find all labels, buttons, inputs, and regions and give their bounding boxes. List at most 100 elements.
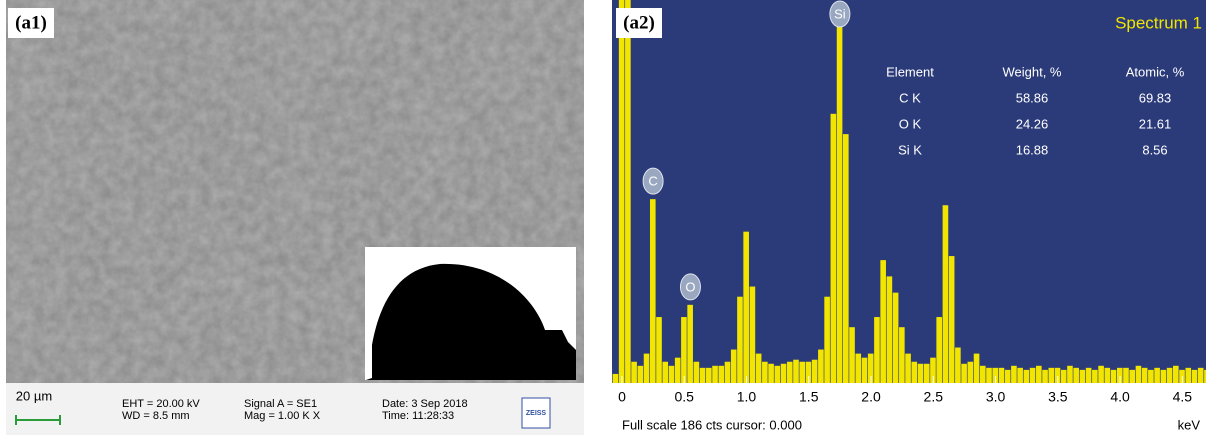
table-cell: 8.56 [1142,142,1167,157]
spectrum-bar [799,362,805,383]
table-header: Weight, % [1002,64,1061,79]
spectrum-bar [775,366,781,383]
spectrum-bar [662,362,668,383]
table-header: Atomic, % [1126,64,1185,79]
spectrum-bar [911,362,917,383]
spectrum-bar [619,0,625,383]
panel-label: (a1) [15,12,47,33]
spectrum-bar [1148,370,1154,383]
spectrum-bar [694,362,700,383]
panel-label: (a2) [623,12,655,33]
footer: Full scale 186 cts cursor: 0.000 [622,417,802,432]
spectrum-bar [750,287,756,383]
spectrum-bar [905,354,911,383]
spectrum-bar [1185,368,1191,383]
spectrum-bar [638,366,644,383]
x-tick-label: 0 [618,389,626,405]
spectrum-bar [768,364,774,383]
spectrum-bar [874,317,880,383]
spectrum-bar [675,358,681,383]
spectrum-bar [986,368,992,383]
spectrum-bar [831,114,837,383]
info-text: EHT = 20.00 kV [122,398,200,410]
spectrum-bar [669,366,675,383]
table-cell: Si K [898,142,922,157]
spectrum-bar [999,368,1005,383]
chart-title: Spectrum 1 [1115,13,1202,32]
spectrum-bar [681,317,687,383]
spectrum-bar [731,350,737,383]
plot-background [612,0,1206,383]
spectrum-bar [837,10,843,383]
spectrum-bar [1017,368,1023,383]
spectrum-bar [1111,370,1117,383]
spectrum-bar [718,366,724,383]
spectrum-bar [824,297,830,383]
x-tick-label: 3.5 [1048,389,1068,405]
table-cell: 24.26 [1016,116,1049,131]
spectrum-bar [843,134,849,383]
spectrum-bar [862,358,868,383]
spectrum-bar [613,374,619,383]
spectrum-bar [1005,370,1011,383]
spectrum-bar [1061,370,1067,383]
peak-label: Si [834,6,846,21]
spectrum-bar [656,317,662,383]
figure: (a1) 20 µm EHT = 20.00 kV WD = 8.5 mm Si… [0,0,1206,435]
spectrum-bar [924,364,930,383]
table-header: Element [886,64,934,79]
spectrum-bar [1092,370,1098,383]
x-tick-label: 1.0 [737,389,757,405]
spectrum-bar [1042,370,1048,383]
sem-panel: (a1) 20 µm EHT = 20.00 kV WD = 8.5 mm Si… [6,0,584,435]
spectrum-bar [1173,366,1179,383]
spectrum-bar [787,362,793,383]
x-tick-label: 2.0 [861,389,881,405]
spectrum-bar [918,364,924,383]
x-tick-label: 4.5 [1173,389,1193,405]
spectrum-bar [849,327,855,383]
spectrum-bar [949,256,955,383]
spectrum-bar [899,327,905,383]
spectrum-bar [1167,368,1173,383]
x-tick-label: 2.5 [924,389,944,405]
spectrum-bar [974,354,980,383]
peak-label: O [685,279,695,294]
table-cell: 58.86 [1016,90,1049,105]
spectrum-bar [936,317,942,383]
spectrum-bar [943,205,949,383]
spectrum-bar [712,366,718,383]
spectrum-bar [725,362,731,383]
spectrum-bar [644,354,650,383]
table-cell: C K [899,90,921,105]
info-text: WD = 8.5 mm [122,410,190,422]
spectrum-bar [855,354,861,383]
spectrum-bar [781,364,787,383]
spectrum-bar [955,348,961,383]
spectrum-bar [1086,368,1092,383]
x-tick-label: 1.5 [799,389,819,405]
spectrum-bar [1080,370,1086,383]
spectrum-bar [625,0,631,383]
spectrum-bar [1011,366,1017,383]
table-cell: 16.88 [1016,142,1049,157]
x-tick-label: 0.5 [674,389,694,405]
info-text: Date: 3 Sep 2018 [382,398,468,410]
table-cell: 69.83 [1139,90,1172,105]
spectrum-bar [737,297,743,383]
spectrum-bar [687,305,693,383]
scale-bar-label: 20 µm [16,388,52,403]
spectrum-panel [612,0,1206,383]
spectrum-bar [893,293,899,383]
spectrum-bar [793,360,799,383]
spectrum-bar [1123,368,1129,383]
spectrum-bar [980,366,986,383]
spectrum-bar [1198,368,1204,383]
x-tick-label: 4.0 [1110,389,1130,405]
x-axis-label: keV [1178,417,1201,432]
spectrum-bar [961,364,967,383]
spectrum-bar [743,232,749,383]
spectrum-bar [1098,366,1104,383]
spectrum-bar [650,199,656,383]
spectrum-bar [968,362,974,383]
